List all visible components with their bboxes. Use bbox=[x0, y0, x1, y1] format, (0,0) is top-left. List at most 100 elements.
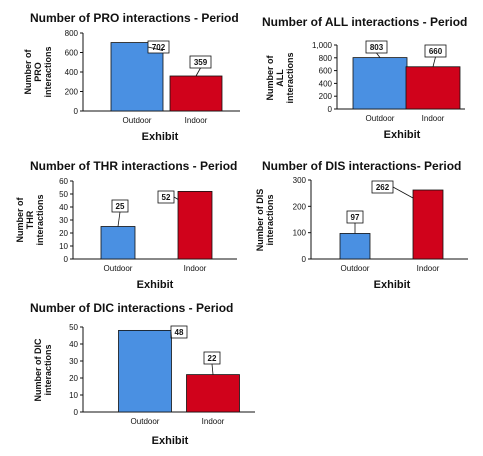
data-label-leader bbox=[117, 211, 121, 227]
x-axis-label: Exhibit bbox=[384, 129, 421, 141]
chart-2: Number of ALL interactions - Period 0 200 4… bbox=[262, 15, 467, 141]
data-label: 52 bbox=[162, 193, 171, 202]
y-tick-label: 60 bbox=[59, 177, 68, 186]
bar-indoor bbox=[412, 189, 444, 260]
x-tick-label: Indoor bbox=[422, 114, 445, 123]
y-tick-label: 10 bbox=[69, 391, 78, 400]
y-axis-label-line: PRO bbox=[33, 62, 43, 82]
chart-4: Number of DIS interactions- Period 0 100 20… bbox=[255, 159, 468, 291]
x-tick-label: Indoor bbox=[202, 417, 225, 426]
chart-3: Number of THR interactions - Period 0 10 20… bbox=[15, 159, 237, 291]
x-axis-label: Exhibit bbox=[137, 279, 174, 291]
data-label: 48 bbox=[175, 328, 184, 337]
x-tick-label: Outdoor bbox=[366, 114, 395, 123]
y-tick-label: 40 bbox=[69, 340, 78, 349]
chart-1: Number of PRO interactions - Period 0 200 4… bbox=[23, 11, 240, 143]
data-label-leader bbox=[147, 46, 164, 51]
data-label-leader bbox=[173, 196, 179, 200]
y-tick-label: 400 bbox=[319, 79, 333, 88]
y-tick-label: 100 bbox=[293, 229, 307, 238]
chart-5: Number of DIC interactions - Period 0 10 20… bbox=[30, 301, 255, 447]
y-axis-label-line: ALL bbox=[275, 69, 285, 87]
y-tick-label: 1,000 bbox=[312, 41, 333, 50]
data-label-leader bbox=[195, 67, 201, 77]
data-label: 262 bbox=[376, 183, 390, 192]
y-tick-label: 600 bbox=[65, 49, 79, 58]
y-tick-label: 50 bbox=[69, 323, 78, 332]
y-axis-label: Number of DICinteractions bbox=[33, 338, 53, 402]
bar-outdoor bbox=[118, 329, 172, 413]
y-axis-label-line: interactions bbox=[43, 46, 53, 97]
y-tick-label: 200 bbox=[293, 202, 307, 211]
y-axis-label-line: Number of DIS bbox=[255, 189, 265, 252]
x-tick-label: Outdoor bbox=[104, 264, 133, 273]
bar-outdoor bbox=[100, 226, 136, 260]
data-label: 97 bbox=[351, 213, 360, 222]
y-tick-label: 20 bbox=[59, 229, 68, 238]
y-tick-label: 0 bbox=[74, 408, 79, 417]
x-tick-label: Outdoor bbox=[341, 264, 370, 273]
x-axis-label: Exhibit bbox=[152, 435, 189, 447]
y-axis-label: Number ofPROinteractions bbox=[23, 46, 53, 97]
y-axis-label: Number of DISinteractions bbox=[255, 189, 275, 252]
y-tick-label: 0 bbox=[64, 255, 69, 264]
y-tick-label: 400 bbox=[65, 68, 79, 77]
chart-title: Number of ALL interactions - Period bbox=[262, 15, 467, 29]
data-label: 803 bbox=[370, 43, 384, 52]
data-label: 359 bbox=[194, 58, 208, 67]
y-tick-label: 200 bbox=[65, 88, 79, 97]
chart-title: Number of PRO interactions - Period bbox=[30, 11, 239, 25]
bar-outdoor bbox=[110, 42, 164, 112]
y-axis-label-line: THR bbox=[25, 210, 35, 229]
y-axis-label-line: interactions bbox=[43, 344, 53, 395]
x-tick-label: Outdoor bbox=[131, 417, 160, 426]
y-tick-label: 10 bbox=[59, 242, 68, 251]
data-label-leader bbox=[376, 52, 381, 58]
data-label: 22 bbox=[208, 354, 217, 363]
y-tick-label: 800 bbox=[65, 29, 79, 38]
y-axis-label-line: interactions bbox=[35, 194, 45, 245]
y-tick-label: 200 bbox=[319, 92, 333, 101]
y-axis-label-line: Number of bbox=[15, 196, 25, 242]
x-tick-label: Outdoor bbox=[123, 116, 152, 125]
x-tick-label: Indoor bbox=[184, 264, 207, 273]
y-tick-label: 20 bbox=[69, 374, 78, 383]
bar-indoor bbox=[177, 190, 213, 260]
data-label: 660 bbox=[429, 47, 443, 56]
y-axis-label: Number ofTHRinteractions bbox=[15, 194, 45, 245]
bar-indoor bbox=[405, 66, 461, 110]
y-axis-label-line: interactions bbox=[285, 52, 295, 103]
data-label-leader bbox=[170, 331, 172, 339]
data-label: 25 bbox=[116, 202, 125, 211]
bar-indoor bbox=[169, 75, 223, 112]
y-tick-label: 40 bbox=[59, 203, 68, 212]
y-tick-label: 0 bbox=[302, 255, 307, 264]
chart-title: Number of THR interactions - Period bbox=[30, 159, 237, 173]
y-axis-label-line: Number of bbox=[265, 54, 275, 100]
x-tick-label: Indoor bbox=[417, 264, 440, 273]
bar-indoor bbox=[186, 374, 240, 413]
x-axis-label: Exhibit bbox=[142, 131, 179, 143]
bar-outdoor bbox=[352, 57, 408, 110]
y-tick-label: 300 bbox=[293, 176, 307, 185]
y-axis-label-line: Number of DIC bbox=[33, 338, 43, 402]
y-tick-label: 30 bbox=[69, 357, 78, 366]
y-tick-label: 0 bbox=[74, 107, 79, 116]
data-label: 702 bbox=[152, 43, 166, 52]
y-tick-label: 0 bbox=[328, 105, 333, 114]
y-tick-label: 50 bbox=[59, 190, 68, 199]
data-label-leader bbox=[432, 56, 436, 67]
y-tick-label: 800 bbox=[319, 54, 333, 63]
x-axis-label: Exhibit bbox=[374, 279, 411, 291]
y-tick-label: 30 bbox=[59, 216, 68, 225]
bar-outdoor bbox=[339, 233, 371, 260]
chart-title: Number of DIS interactions- Period bbox=[262, 159, 461, 173]
data-label-leader bbox=[392, 186, 414, 199]
data-label-leader bbox=[211, 363, 214, 375]
y-axis-label-line: interactions bbox=[265, 194, 275, 245]
chart-title: Number of DIC interactions - Period bbox=[30, 301, 233, 315]
y-axis-label: Number ofALLinteractions bbox=[265, 52, 295, 103]
y-axis-label-line: Number of bbox=[23, 48, 33, 94]
y-tick-label: 600 bbox=[319, 67, 333, 76]
